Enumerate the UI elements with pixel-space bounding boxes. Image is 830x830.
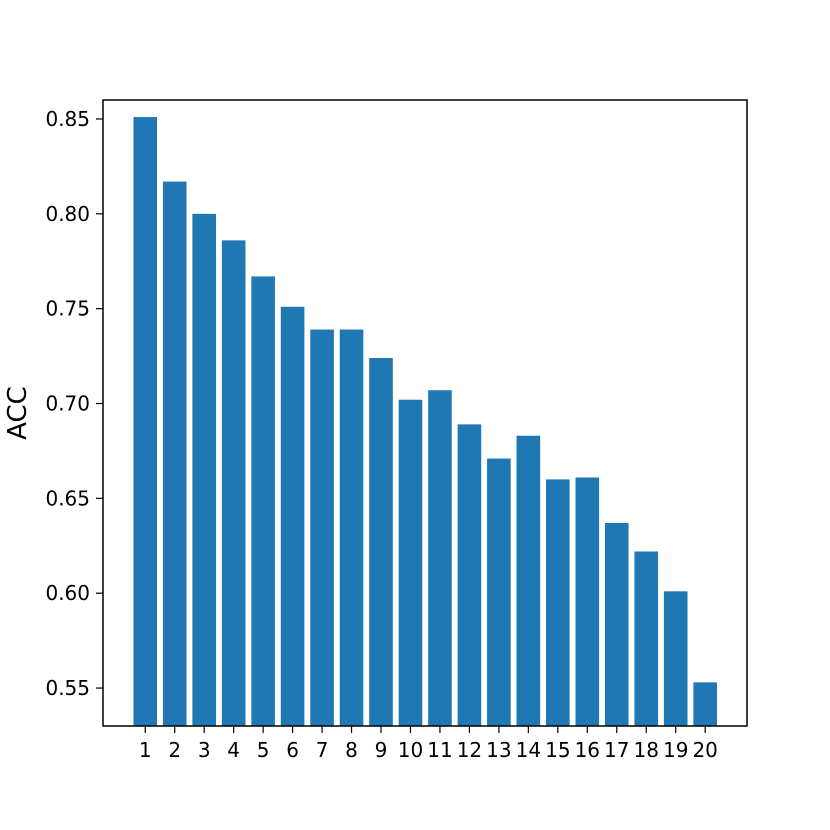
y-tick-label: 0.55: [45, 676, 90, 700]
x-tick-label: 15: [545, 738, 570, 762]
x-tick-label: 5: [257, 738, 270, 762]
bar-1: [133, 117, 158, 726]
bar-10: [398, 399, 423, 726]
bar-12: [457, 424, 482, 726]
bar-7: [310, 329, 334, 726]
x-axis-ticks: 1 2 3 4 5 6 7 8 9 10 11 12 13 14 15 16 17 18 19 20: [139, 726, 718, 762]
x-tick-label: 16: [575, 738, 600, 762]
y-axis-ticks: 0.55 0.60 0.65 0.70 0.75 0.80 0.85: [45, 107, 103, 700]
x-tick-label: 13: [486, 738, 511, 762]
bar-9: [369, 357, 393, 726]
bar-6: [280, 306, 305, 726]
x-tick-label: 18: [634, 738, 659, 762]
bar-20: [693, 682, 717, 726]
x-tick-label: 14: [516, 738, 541, 762]
x-tick-label: 9: [375, 738, 388, 762]
bar-4: [221, 240, 246, 726]
y-tick-label: 0.75: [45, 297, 90, 321]
y-tick-label: 0.80: [45, 202, 90, 226]
x-tick-label: 2: [168, 738, 181, 762]
bar-16: [575, 477, 600, 726]
bar-5: [251, 276, 275, 726]
bar-11: [428, 390, 452, 726]
x-tick-label: 4: [227, 738, 240, 762]
bar-19: [663, 591, 688, 726]
x-tick-label: 1: [139, 738, 152, 762]
x-tick-label: 11: [427, 738, 452, 762]
x-tick-label: 8: [345, 738, 358, 762]
x-tick-label: 12: [457, 738, 482, 762]
x-tick-label: 17: [604, 738, 629, 762]
y-tick-label: 0.70: [45, 392, 90, 416]
x-tick-label: 20: [692, 738, 717, 762]
bar-15: [546, 479, 570, 726]
bar-17: [604, 523, 629, 726]
x-tick-label: 7: [316, 738, 329, 762]
bar-3: [192, 213, 216, 726]
bar-8: [339, 329, 364, 726]
bars-group: [133, 117, 717, 726]
plot-frame: [102, 99, 748, 727]
y-tick-label: 0.60: [45, 581, 90, 605]
x-tick-label: 19: [663, 738, 688, 762]
y-tick-label: 0.85: [45, 107, 90, 131]
bar-14: [516, 435, 541, 726]
bar-18: [634, 551, 659, 726]
x-tick-label: 10: [398, 738, 423, 762]
y-tick-label: 0.65: [45, 486, 90, 510]
x-tick-label: 3: [198, 738, 211, 762]
bar-13: [487, 458, 511, 726]
y-axis-label: ACC: [3, 386, 33, 440]
x-tick-label: 6: [286, 738, 299, 762]
bar-2: [162, 181, 187, 726]
